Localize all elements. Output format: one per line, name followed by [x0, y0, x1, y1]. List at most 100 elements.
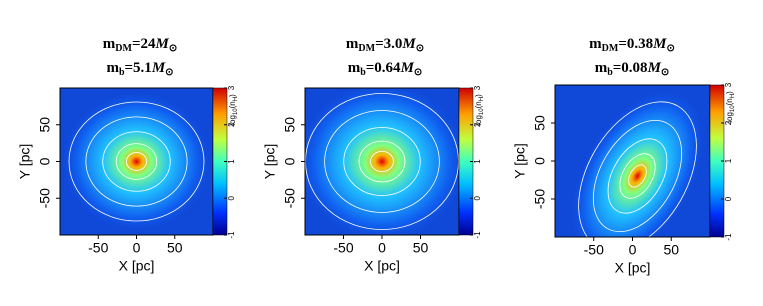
colorbar-tick-label: 0 — [227, 195, 236, 200]
title-part: b — [360, 67, 366, 78]
y-tick-label: -50 — [282, 188, 298, 208]
contour — [358, 140, 406, 183]
y-tick-label: -50 — [37, 188, 53, 208]
panel-title: mDM=24M⊙ — [103, 36, 177, 54]
title-part: ⊙ — [169, 43, 177, 54]
x-tick-label: 50 — [167, 240, 183, 256]
colorbar-tick-label: 1 — [473, 159, 482, 164]
title-part: b — [119, 67, 125, 78]
title-part: M — [151, 60, 166, 76]
density-blob — [61, 91, 212, 232]
title-part: =5.1 — [125, 60, 152, 76]
colorbar-tick-label: -1 — [473, 231, 482, 239]
colorbar-tick-label: 2 — [227, 122, 236, 127]
panel-title: mb=5.1M⊙ — [106, 60, 173, 78]
title-part: b — [607, 67, 613, 78]
title-part: ⊙ — [416, 43, 424, 54]
y-axis-label: Y [pc] — [512, 143, 528, 179]
title-part: =0.38 — [618, 36, 653, 52]
colorbar-label-part: 10 — [479, 108, 485, 115]
title-part: M — [652, 36, 667, 52]
title-part: ⊙ — [661, 67, 669, 78]
y-tick-label: 0 — [532, 157, 548, 165]
colorbar-label-part: ) — [725, 91, 734, 94]
y-tick-label: 50 — [532, 115, 548, 131]
title-part: m — [103, 36, 116, 52]
colorbar-tick-label: 2 — [724, 120, 733, 125]
colorbar-tick-label: -1 — [724, 233, 733, 241]
colorbar-tick-label: 3 — [227, 85, 236, 90]
title-part: ⊙ — [666, 43, 674, 54]
colorbar-label-part: ) — [474, 94, 483, 97]
x-tick-label: -50 — [88, 240, 108, 256]
panel-title: mb=0.64M⊙ — [348, 60, 423, 78]
colorbar-label-part: H — [233, 97, 239, 101]
contour — [68, 101, 205, 222]
density-map — [555, 85, 710, 237]
colorbar-label: log10(nH) — [228, 94, 238, 126]
colorbar-label-part: (n — [725, 98, 734, 105]
colorbar-tick-label: 0 — [724, 196, 733, 201]
title-part: M — [401, 36, 416, 52]
x-tick-label: 0 — [133, 240, 141, 256]
colorbar-label-part: H — [730, 94, 736, 98]
colorbar-label-part: ) — [228, 94, 237, 97]
contour — [578, 101, 697, 237]
title-part: DM — [602, 43, 619, 54]
colorbar-label-part: log — [725, 112, 734, 123]
colorbar-label-part: log — [474, 115, 483, 126]
x-tick-label: 0 — [629, 242, 637, 258]
panel-title: mb=0.08M⊙ — [595, 60, 670, 78]
contour — [607, 138, 668, 214]
colorbar-tick-label: 3 — [724, 82, 733, 87]
colorbar-label: log10(nH) — [725, 91, 735, 123]
title-part: ⊙ — [414, 67, 422, 78]
colorbar-tick-label: 1 — [227, 159, 236, 164]
contour — [324, 110, 440, 213]
x-tick-label: -50 — [333, 240, 353, 256]
colorbar-tick-label: 3 — [473, 85, 482, 90]
title-part: m — [595, 60, 608, 76]
x-tick-label: 50 — [413, 240, 429, 256]
colorbar-label-part: 10 — [233, 108, 239, 115]
x-axis-label: X [pc] — [364, 258, 400, 274]
title-part: =24 — [132, 36, 156, 52]
title-part: m — [346, 36, 359, 52]
x-tick-label: 50 — [663, 242, 679, 258]
y-tick-label: 0 — [282, 157, 298, 165]
contour — [85, 116, 188, 207]
y-tick-label: 50 — [282, 117, 298, 133]
colorbar-label-part: (n — [474, 101, 483, 108]
x-axis-label: X [pc] — [615, 260, 651, 276]
contour — [115, 143, 158, 180]
density-blob — [305, 88, 459, 235]
title-part: m — [589, 36, 602, 52]
density-blob — [570, 89, 705, 237]
colorbar-tick-label: 2 — [473, 122, 482, 127]
contour — [592, 119, 683, 233]
density-map — [305, 88, 459, 235]
title-part: DM — [115, 43, 132, 54]
title-part: m — [348, 60, 361, 76]
density-map — [60, 88, 213, 235]
panel-title: mDM=0.38M⊙ — [589, 36, 675, 54]
y-tick-label: 0 — [37, 157, 53, 165]
title-part: M — [400, 60, 415, 76]
y-tick-label: -50 — [532, 189, 548, 209]
colorbar-tick-label: 0 — [473, 195, 482, 200]
title-part: M — [155, 36, 170, 52]
y-axis-label: Y [pc] — [262, 144, 278, 180]
contour — [343, 127, 421, 196]
title-part: =0.08 — [613, 60, 648, 76]
title-part: M — [647, 60, 662, 76]
y-tick-label: 50 — [37, 117, 53, 133]
colorbar-tick-label: -1 — [227, 231, 236, 239]
colorbar-label-part: 10 — [730, 105, 736, 112]
contour — [628, 164, 647, 188]
contour — [619, 153, 656, 199]
y-axis-label: Y [pc] — [17, 144, 33, 180]
x-tick-label: 0 — [378, 240, 386, 256]
